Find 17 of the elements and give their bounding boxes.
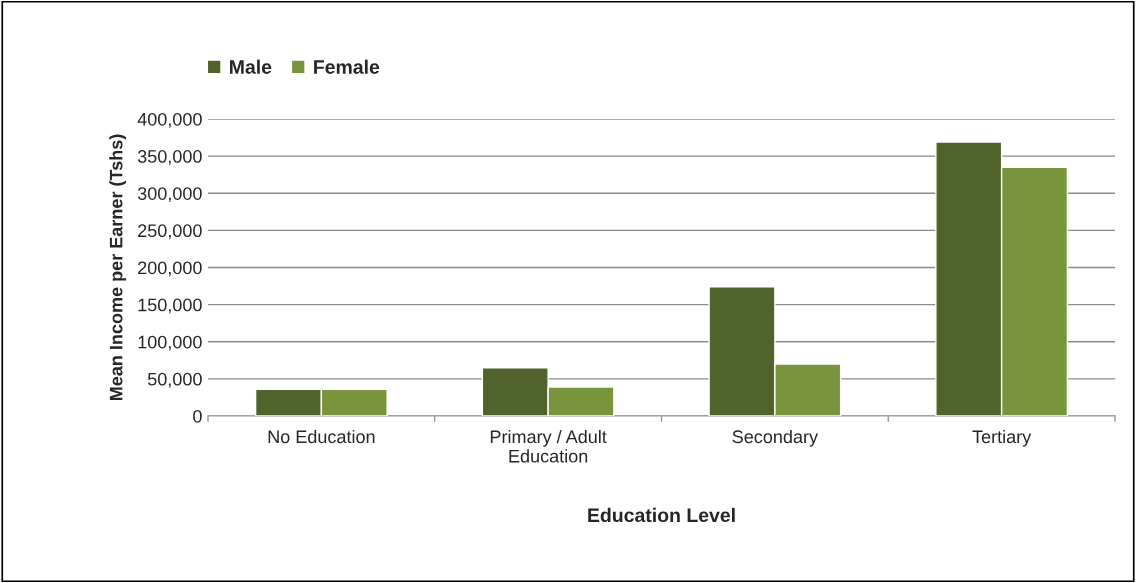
y-tick-label: 250,000 xyxy=(138,224,202,240)
x-tick-label: Secondary xyxy=(732,429,818,447)
y-tick-label: 50,000 xyxy=(147,372,202,388)
x-tick-label: No Education xyxy=(268,429,375,444)
y-tick-label: 0 xyxy=(193,409,202,423)
legend-label: Male xyxy=(230,59,272,74)
y-tick-label: 200,000 xyxy=(138,261,202,277)
x-axis-title: Education Level xyxy=(588,507,735,523)
y-tick-label: 400,000 xyxy=(137,112,202,128)
legend-label: Female xyxy=(314,59,380,74)
y-tick-label: 300,000 xyxy=(137,187,202,203)
x-tick-label: Tertiary xyxy=(972,429,1032,447)
y-tick-label: 100,000 xyxy=(138,335,202,351)
y-tick-label: 350,000 xyxy=(137,150,202,165)
y-axis-title: Mean Income per Earner (Tshs) xyxy=(109,134,127,401)
x-tick-label: Primary / Adult Education xyxy=(490,429,607,463)
y-tick-label: 150,000 xyxy=(138,298,202,314)
